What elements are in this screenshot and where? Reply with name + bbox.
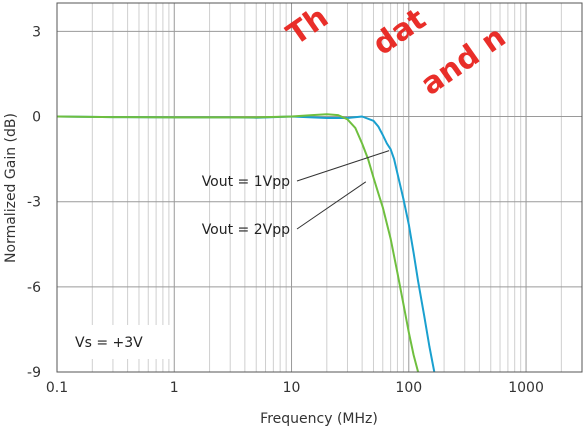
x-tick-label: 10 — [283, 380, 301, 396]
y-tick-label: -9 — [27, 365, 41, 381]
x-tick-label: 1000 — [508, 380, 544, 396]
annotation-label-2: Vout = 2Vpp — [202, 222, 290, 238]
tick-labels: 0.1 1 10 100 1000 3 0 -3 -6 -9 — [27, 24, 544, 396]
x-axis-label: Frequency (MHz) — [260, 411, 378, 427]
y-axis-label: Normalized Gain (dB) — [3, 113, 19, 263]
annotation-leader-1 — [296, 150, 390, 182]
plot-frame — [56, 2, 583, 373]
annotation-label-1: Vout = 1Vpp — [202, 174, 290, 190]
annotation-leader-2 — [296, 181, 367, 230]
series-layer — [57, 113, 436, 372]
annotations: Vout = 1Vpp Vout = 2Vpp — [202, 150, 390, 238]
x-tick-label: 0.1 — [46, 380, 68, 396]
grid — [56, 3, 582, 373]
x-tick-label: 100 — [395, 380, 422, 396]
y-tick-label: 0 — [32, 110, 41, 126]
plot-area — [57, 3, 582, 372]
y-tick-label: -6 — [27, 280, 41, 296]
y-tick-label: -3 — [27, 195, 41, 211]
condition-box: Vs = +3V — [64, 325, 172, 359]
x-tick-label: 1 — [170, 380, 179, 396]
series-line-2 — [57, 113, 420, 372]
condition-label: Vs = +3V — [75, 335, 143, 351]
y-tick-label: 3 — [32, 24, 41, 40]
